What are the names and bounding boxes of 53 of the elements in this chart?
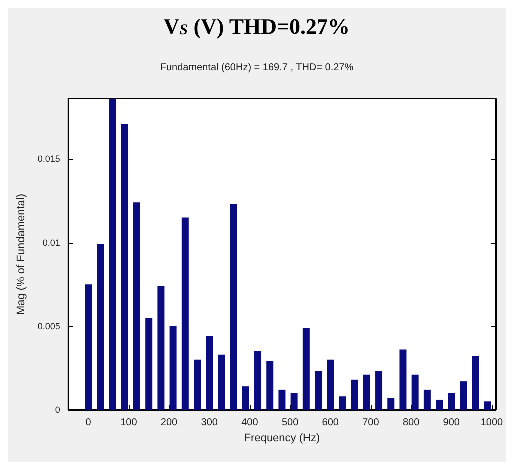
bar xyxy=(254,351,262,410)
bar xyxy=(327,360,334,410)
bar xyxy=(85,284,92,410)
bar xyxy=(266,362,274,410)
bar xyxy=(436,400,444,410)
bar xyxy=(376,372,383,410)
x-tick-label: 700 xyxy=(362,418,380,428)
bar xyxy=(351,380,358,410)
bar xyxy=(484,402,492,410)
bar xyxy=(412,374,419,410)
x-tick-label: 300 xyxy=(201,418,218,428)
y-tick-label: 0 xyxy=(55,405,60,415)
x-tick-label: 500 xyxy=(282,418,300,428)
bar xyxy=(339,396,346,410)
bar xyxy=(388,398,395,410)
x-tick-label: 400 xyxy=(242,418,259,428)
bar xyxy=(242,386,250,410)
y-tick-label: 0.01 xyxy=(42,238,60,248)
y-tick-label: 0.015 xyxy=(38,154,60,164)
bar xyxy=(315,372,322,410)
x-tick-label: 200 xyxy=(160,418,178,428)
chart-subtitle: Fundamental (60Hz) = 169.7 , THD= 0.27% xyxy=(160,62,354,74)
bar xyxy=(109,99,116,410)
y-tick-label: 0.005 xyxy=(38,321,60,332)
x-tick-label: 600 xyxy=(322,418,340,428)
x-tick-label: 100 xyxy=(120,418,138,428)
bar xyxy=(278,390,286,410)
bar xyxy=(363,374,370,410)
bar xyxy=(206,336,214,410)
y-axis-title: Mag (% of Fundamental) xyxy=(16,194,28,316)
bar xyxy=(400,350,407,410)
bar xyxy=(182,218,189,410)
chart-title: VS (V) THD=0.27% xyxy=(164,14,350,39)
bar xyxy=(146,318,153,410)
x-axis-title: Frequency (Hz) xyxy=(244,432,320,444)
x-tick-label: 0 xyxy=(86,418,92,428)
bar xyxy=(158,286,165,410)
x-tick-label: 1000 xyxy=(480,418,504,428)
bar xyxy=(424,390,431,410)
x-tick-label: 900 xyxy=(443,418,460,428)
bar xyxy=(230,204,238,410)
bar xyxy=(290,393,298,410)
bar xyxy=(133,202,140,410)
bar xyxy=(218,354,226,410)
bar xyxy=(170,326,177,410)
bar xyxy=(97,244,104,410)
bar xyxy=(472,356,480,410)
bar xyxy=(121,124,128,410)
bar xyxy=(448,393,456,410)
bar xyxy=(194,360,202,410)
bar xyxy=(460,382,468,410)
x-tick-label: 800 xyxy=(402,418,420,428)
bar xyxy=(302,328,310,410)
